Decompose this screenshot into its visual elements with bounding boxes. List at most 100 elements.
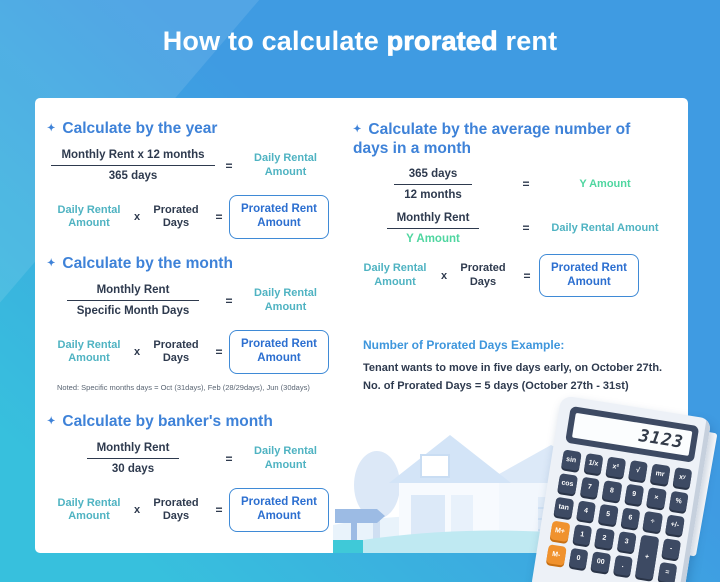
calc-key-tan: tan: [553, 496, 574, 519]
section-heading: ✦ Calculate by the average number of days…: [353, 120, 643, 159]
calc-key-√: √: [627, 459, 648, 482]
section-calculate-by-average-days: ✦ Calculate by the average number of days…: [353, 120, 683, 304]
equals-sign: =: [215, 502, 223, 517]
calc-key-.: .: [612, 554, 633, 577]
equals-sign: =: [215, 209, 223, 224]
calc-key-x²: x²: [605, 456, 626, 478]
calc-key-00: 00: [590, 551, 611, 573]
denominator: 365 days: [51, 165, 215, 184]
multiply-sign: x: [440, 269, 448, 282]
calc-key-7: 7: [579, 476, 600, 499]
section-heading: ✦ Calculate by banker's month: [47, 413, 332, 431]
formula-row: Daily Rental Amount x Prorated Days = Pr…: [47, 488, 332, 532]
section-calculate-by-month: ✦ Calculate by the month Monthly Rent Spe…: [47, 255, 332, 392]
calculator-display: 3123: [571, 412, 693, 456]
calc-key-×: ×: [646, 487, 667, 509]
denominator: 12 months: [394, 183, 472, 203]
formula-row: 365 days 12 months = Y Amount: [353, 166, 683, 203]
section-heading: ✦ Calculate by the year: [47, 120, 332, 138]
denominator: Y Amount: [386, 227, 480, 247]
calc-key-2: 2: [594, 527, 615, 550]
numerator: 365 days: [408, 167, 458, 180]
fraction: 365 days 12 months: [394, 166, 472, 203]
calc-key-0: 0: [568, 547, 589, 570]
equals-sign: =: [225, 451, 233, 466]
calc-key-6: 6: [620, 507, 641, 529]
calc-key-%: %: [668, 490, 689, 513]
section-calculate-by-year: ✦ Calculate by the year Monthly Rent x 12…: [47, 120, 332, 239]
diamond-bullet-icon: ✦: [47, 258, 56, 269]
prorated-days-label: Prorated Days: [153, 338, 199, 364]
formula-row: Monthly Rent Y Amount = Daily Rental Amo…: [353, 210, 683, 247]
example-heading: Number of Prorated Days Example:: [363, 338, 565, 352]
title-bold-word: prorated: [386, 26, 498, 57]
fraction-wrap: 365 days 12 months: [353, 166, 513, 203]
multiply-sign: x: [133, 503, 141, 516]
daily-rental-amount-label: Daily Rental Amount: [57, 203, 121, 229]
calc-key-4: 4: [575, 500, 596, 522]
calc-key-8: 8: [601, 480, 622, 502]
calculator-keypad: sin 1/x x² √ mr xʸ cos 7 8 9 ×% tan 4 5 6 ÷ +/- M+ 1 2 3 + - M-…: [546, 449, 693, 582]
calc-key-cos: cos: [557, 473, 578, 495]
section-heading-text: Calculate by the year: [62, 120, 218, 137]
prorated-days-label: Prorated Days: [460, 262, 506, 288]
prorated-rent-amount-box: Prorated Rent Amount: [229, 488, 329, 532]
calc-key-÷: ÷: [642, 510, 663, 533]
tree-trunk: [373, 513, 380, 544]
calc-key-1: 1: [571, 524, 593, 546]
equals-sign: =: [522, 221, 530, 236]
calculator: 3123 sin 1/x x² √ mr xʸ cos 7 8 9 ×% tan 4 5 6 ÷ +/- M+ 1 2…: [530, 395, 712, 582]
calc-key-3: 3: [616, 531, 637, 553]
fraction: Monthly Rent Y Amount: [386, 210, 480, 247]
daily-rental-amount-label: Daily Rental Amount: [57, 496, 121, 522]
numerator: Monthly Rent: [96, 442, 170, 454]
prorated-rent-amount-box: Prorated Rent Amount: [229, 195, 329, 239]
y-amount-label: Y Amount: [579, 177, 631, 190]
fraction-wrap: Monthly Rent 30 days: [47, 440, 219, 477]
denominator: 30 days: [86, 458, 180, 477]
calc-key-=: =: [657, 561, 678, 582]
equals-sign: =: [225, 293, 233, 308]
section-heading-text: Calculate by the month: [62, 255, 233, 272]
formula-row: Monthly Rent Specific Month Days = Daily…: [47, 282, 332, 319]
multiply-sign: x: [133, 210, 141, 223]
daily-rental-amount-label: Daily Rental Amount: [254, 152, 317, 178]
daily-rental-amount-label: Daily Rental Amount: [363, 262, 427, 288]
calc-key-mr: mr: [649, 463, 671, 485]
page-title: How to calculate prorated rent: [0, 26, 720, 57]
fraction-wrap: Monthly Rent Specific Month Days: [47, 282, 219, 319]
section-calculate-by-bankers-month: ✦ Calculate by banker's month Monthly Ren…: [47, 413, 332, 532]
specific-month-days-note: Noted: Specific months days = Oct (31day…: [57, 382, 310, 392]
calc-key-M+: M+: [549, 520, 571, 543]
calc-key-1/x: 1/x: [583, 452, 604, 475]
formula-row: Daily Rental Amount x Prorated Days = Pr…: [47, 195, 332, 239]
fraction: Monthly Rent x 12 months 365 days: [51, 147, 215, 184]
fraction: Monthly Rent Specific Month Days: [66, 282, 200, 319]
door-sidelight: [451, 495, 473, 541]
calc-key-M-: M-: [546, 544, 567, 566]
section-heading: ✦ Calculate by the month: [47, 255, 332, 273]
calc-key-xʸ: xʸ: [672, 466, 693, 489]
section-heading-text: Calculate by banker's month: [62, 413, 273, 430]
example-line-1: Tenant wants to move in five days early,…: [363, 362, 663, 374]
denominator: Specific Month Days: [66, 300, 200, 319]
calc-key--: -: [660, 538, 682, 560]
prorated-days-example: Number of Prorated Days Example: Tenant …: [363, 338, 683, 395]
prorated-rent-amount-box: Prorated Rent Amount: [229, 330, 329, 374]
formula-row: Daily Rental Amount x Prorated Days = Pr…: [47, 330, 332, 374]
numerator: Monthly Rent x 12 months: [61, 149, 205, 161]
calc-key-9: 9: [623, 483, 645, 506]
formula-row: Monthly Rent 30 days = Daily Rental Amou…: [47, 440, 332, 477]
fraction-wrap: Monthly Rent x 12 months 365 days: [47, 147, 219, 184]
equals-sign: =: [523, 268, 531, 283]
example-line-2: No. of Prorated Days = 5 days (October 2…: [363, 380, 629, 393]
formula-row: Daily Rental Amount x Prorated Days = Pr…: [353, 253, 683, 298]
sign-plate: [335, 509, 385, 523]
attic-window: [420, 454, 450, 478]
equals-sign: =: [522, 177, 530, 192]
numerator: Monthly Rent: [396, 211, 470, 224]
numerator: Monthly Rent: [96, 284, 170, 296]
calc-key-+/-: +/-: [664, 514, 685, 536]
daily-rental-amount-label: Daily Rental Amount: [254, 445, 317, 471]
